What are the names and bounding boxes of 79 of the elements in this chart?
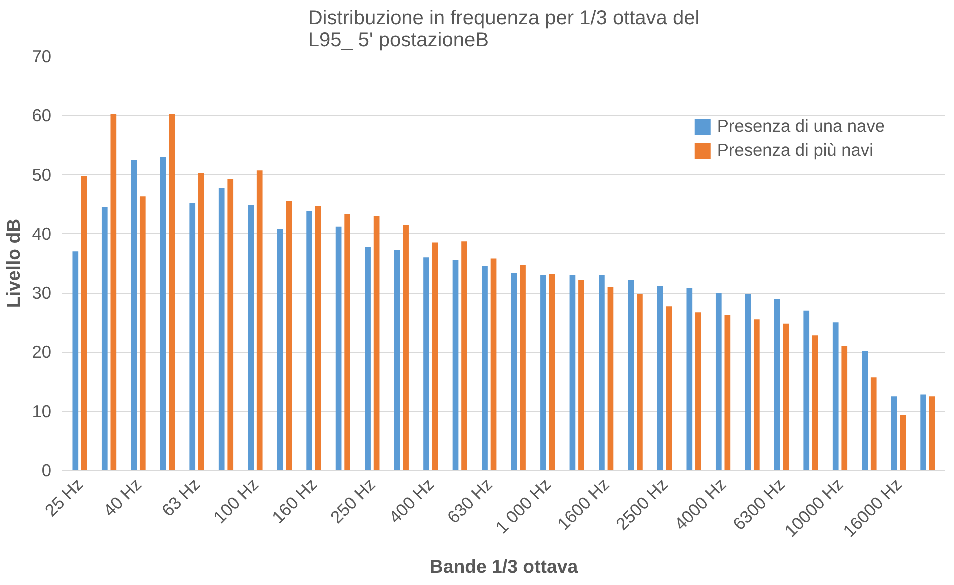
bar [336, 226, 342, 470]
bar [432, 242, 438, 470]
bar [745, 294, 752, 470]
bar [198, 173, 204, 470]
y-tick-label: 0 [42, 460, 52, 480]
bar [520, 265, 526, 470]
bar [608, 287, 614, 470]
bar [190, 203, 196, 470]
x-tick-label: 63 Hz [158, 474, 204, 521]
bar [774, 298, 780, 470]
bar [658, 286, 664, 470]
bar [842, 346, 848, 470]
bar [628, 280, 634, 470]
bar [862, 351, 868, 470]
y-axis-title: Livello dB [3, 218, 24, 308]
legend-label: Presenza di una nave [717, 116, 885, 137]
bar [82, 176, 88, 470]
y-tick-label: 40 [32, 224, 52, 244]
x-axis-title: Bande 1/3 ottava [430, 556, 579, 578]
bar [140, 196, 146, 470]
bar [666, 306, 672, 470]
bar [891, 396, 898, 470]
bar [365, 246, 371, 470]
bar [72, 252, 79, 470]
bar [549, 274, 556, 470]
bar [686, 288, 693, 470]
bar [462, 242, 468, 470]
x-tick-label: 100 Hz [210, 474, 263, 528]
bar [812, 336, 818, 470]
bar [394, 250, 400, 470]
bar [783, 324, 790, 470]
x-tick-label: 250 Hz [326, 474, 380, 528]
x-tick-label: 40 Hz [99, 474, 146, 521]
y-tick-label: 60 [32, 106, 52, 126]
bar [102, 207, 108, 470]
bar [169, 114, 176, 470]
y-tick-label: 30 [32, 283, 52, 304]
bar [696, 312, 702, 470]
y-tick-label: 10 [32, 401, 52, 422]
x-tick-label: 160 Hz [268, 474, 322, 528]
bar [424, 258, 430, 470]
bar [228, 180, 234, 470]
bar [403, 225, 409, 470]
bar [578, 280, 584, 470]
bar [599, 275, 605, 470]
bar [870, 378, 877, 470]
bar [218, 188, 225, 470]
y-tick-label: 50 [32, 164, 52, 185]
bar [315, 206, 322, 470]
bar [374, 216, 380, 470]
bar [490, 258, 497, 470]
bar [754, 320, 760, 470]
bar [482, 266, 488, 470]
legend-label: Presenza di più navi [717, 140, 874, 161]
bar [160, 157, 166, 470]
bar [110, 114, 117, 470]
bar [248, 206, 254, 470]
bar [277, 229, 284, 470]
y-tick-label: 20 [32, 342, 52, 362]
bar [570, 275, 576, 470]
bar [540, 275, 546, 470]
bar [286, 201, 292, 470]
bar [724, 316, 731, 470]
bar [716, 293, 722, 470]
bar [511, 274, 518, 470]
bar [256, 170, 263, 470]
y-tick-label: 70 [32, 46, 52, 66]
chart-title: Distribuzione in frequenza per 1/3 ottava del L95_ 5' postazioneB [308, 8, 700, 52]
bar [900, 415, 906, 470]
bar [306, 211, 312, 470]
bar [452, 260, 459, 470]
bar [344, 214, 350, 470]
bar [131, 160, 138, 470]
bar [920, 394, 926, 470]
bar [929, 396, 936, 470]
bar [832, 322, 839, 470]
bar [804, 310, 810, 470]
bar [637, 294, 643, 470]
x-tick-label: 400 Hz [385, 474, 438, 528]
